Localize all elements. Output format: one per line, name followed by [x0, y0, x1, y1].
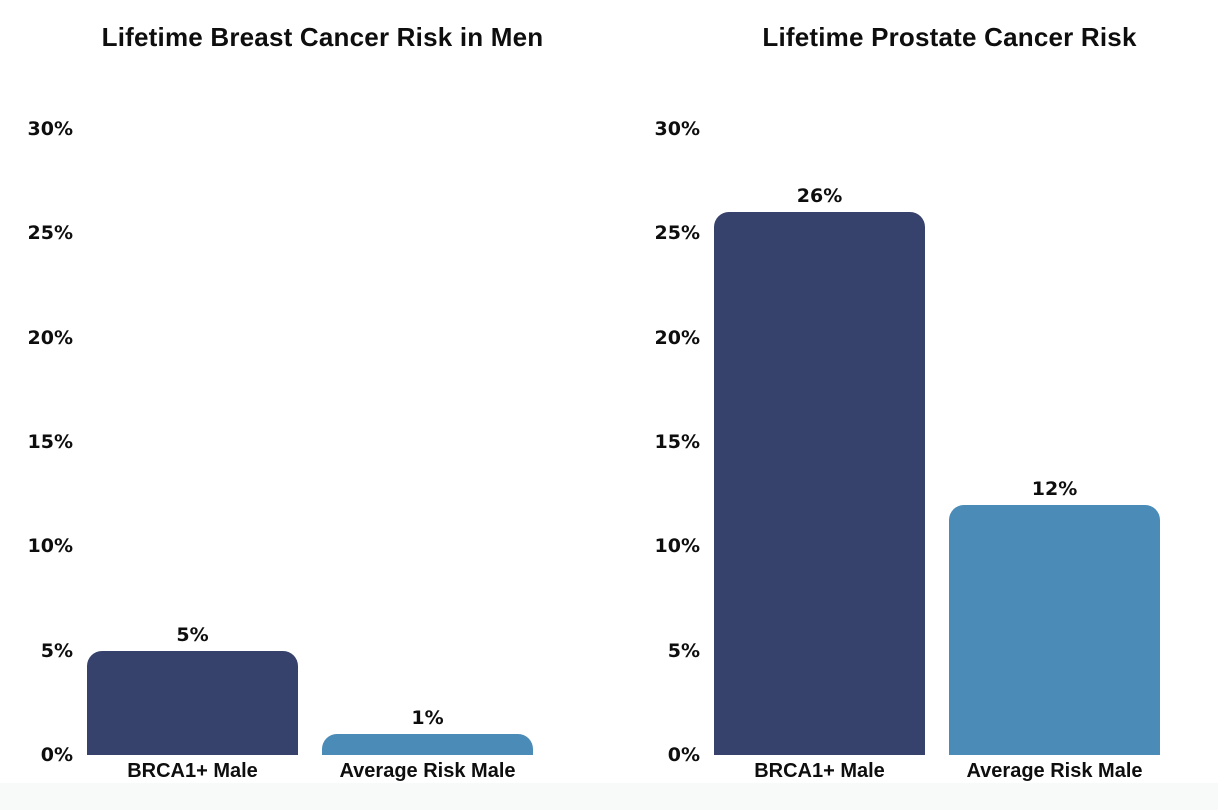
bar-group: 5% [87, 624, 298, 755]
bottom-edge-strip [0, 783, 1218, 810]
bar-value-label: 5% [176, 623, 209, 646]
bar-value-label: 26% [796, 185, 843, 208]
bar-group: 1% [322, 707, 533, 755]
bar [714, 212, 925, 755]
x-axis-category-labels: BRCA1+ Male Average Risk Male [714, 760, 1160, 783]
x-axis-category-label: BRCA1+ Male [127, 760, 258, 782]
bar-value-label: 12% [1031, 477, 1078, 500]
bars-area: 5% 1% [87, 624, 533, 755]
bar [949, 504, 1160, 755]
chart-title: Lifetime Breast Cancer Risk in Men [101, 22, 544, 52]
y-axis-tick-label: 30% [654, 118, 700, 140]
x-axis-category-label: BRCA1+ Male [754, 760, 885, 782]
y-axis-tick-label: 5% [40, 639, 73, 662]
bar [322, 734, 533, 755]
chart-title: Lifetime Prostate Cancer Risk [762, 22, 1137, 52]
y-axis-tick-label: 15% [654, 431, 700, 453]
y-axis-tick-label: 10% [27, 535, 73, 558]
y-axis-tick-label: 15% [27, 431, 73, 453]
bar-group: 12% [949, 478, 1160, 755]
y-axis-tick-label: 20% [654, 326, 700, 349]
x-axis-category-labels: BRCA1+ Male Average Risk Male [87, 760, 533, 783]
x-axis-category-label: Average Risk Male [966, 760, 1143, 782]
bar-group: 26% [714, 185, 925, 755]
y-axis-tick-label: 10% [654, 535, 700, 558]
chart-prostate-cancer-risk: Lifetime Prostate Cancer Risk 0% 5% 10% 15%… [632, 0, 1212, 810]
y-axis-tick-label: 25% [654, 222, 700, 245]
bars-area: 26% 12% [714, 185, 1160, 755]
y-axis-tick-label: 0% [667, 744, 700, 766]
bar-value-label: 1% [411, 707, 444, 730]
y-axis-tick-label: 20% [27, 326, 73, 349]
y-axis-tick-label: 0% [40, 744, 73, 766]
x-axis-category-label: Average Risk Male [339, 760, 516, 782]
y-axis-tick-label: 5% [667, 639, 700, 662]
chart-breast-cancer-risk-in-men: Lifetime Breast Cancer Risk in Men 0% 5% 1… [5, 0, 585, 810]
bar [87, 650, 298, 755]
y-axis-tick-label: 30% [27, 118, 73, 140]
y-axis-tick-label: 25% [27, 222, 73, 245]
